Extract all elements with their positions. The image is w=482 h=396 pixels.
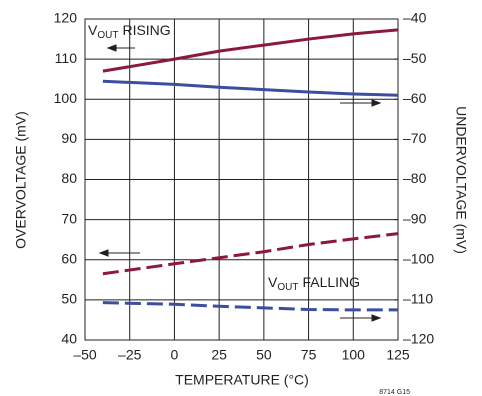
y2-tick-label: –70 (403, 130, 427, 146)
y2-tick-label: –40 (403, 10, 427, 26)
y-tick-label: 80 (61, 170, 77, 186)
y2-tick-label: –60 (403, 90, 427, 106)
y2-axis-label: UNDERVOLTAGE (mV) (453, 106, 469, 254)
y-tick-label: 90 (61, 130, 77, 146)
y2-tick-label: –120 (403, 331, 434, 347)
x-tick-label: 125 (386, 347, 410, 363)
y-axis-label: OVERVOLTAGE (mV) (13, 111, 29, 249)
series-line (102, 301, 398, 312)
series-line (102, 232, 399, 276)
figure-note: 8714 G15 (379, 389, 410, 396)
y-tick-label: 50 (61, 291, 77, 307)
x-tick-label: –50 (73, 347, 97, 363)
x-axis-label: TEMPERATURE (°C) (175, 372, 309, 388)
x-tick-label: 0 (171, 347, 179, 363)
y-tick-label: 40 (61, 331, 77, 347)
y2-tick-label: –50 (403, 50, 427, 66)
plot-frame (84, 18, 399, 341)
y2-tick-label: –100 (403, 250, 434, 266)
y2-tick-label: –90 (403, 210, 427, 226)
x-tick-label: 100 (342, 347, 366, 363)
annotation: VOUT RISING (88, 22, 171, 41)
y2-tick-label: –80 (403, 170, 427, 186)
x-tick-label: 25 (211, 347, 227, 363)
series-line (102, 79, 399, 97)
x-tick-label: –25 (118, 347, 142, 363)
x-tick-label: 50 (256, 347, 272, 363)
arrows (98, 44, 382, 322)
y-tick-label: 70 (61, 210, 77, 226)
series-line (102, 28, 399, 73)
y-tick-label: 100 (54, 90, 78, 106)
x-tick-label: 75 (301, 347, 317, 363)
y2-tick-label: –110 (403, 291, 433, 307)
y-tick-label: 110 (55, 50, 78, 66)
y-tick-label: 120 (54, 10, 78, 26)
annotation: VOUT FALLING (268, 274, 360, 293)
y-tick-label: 60 (61, 250, 77, 266)
